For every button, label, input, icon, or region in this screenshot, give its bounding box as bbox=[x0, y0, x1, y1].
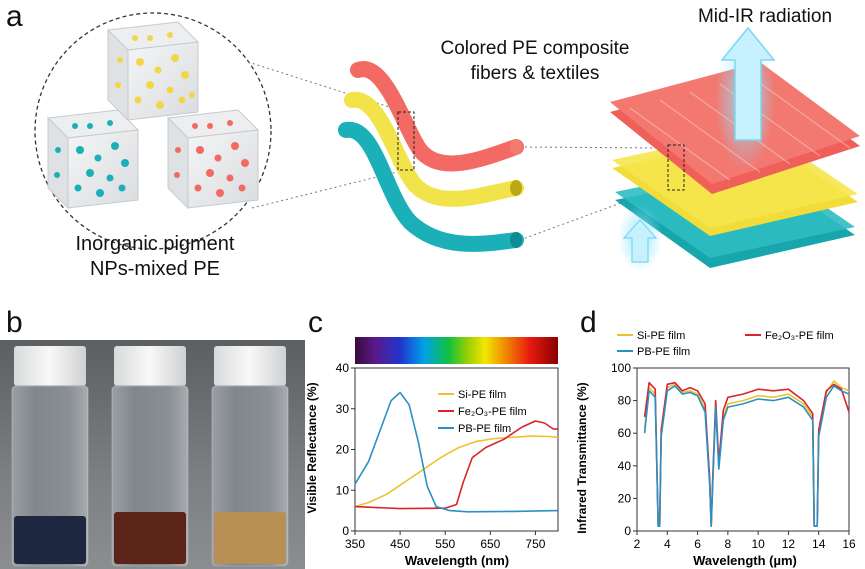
d-series-line bbox=[643, 385, 850, 527]
panel-a-letter: a bbox=[6, 0, 23, 33]
vial-dark-blue-powder bbox=[14, 516, 86, 564]
pigment-caption: Inorganic pigment NPs-mixed PE bbox=[50, 232, 260, 282]
transmittance-chart: 0 20 40 60 80 100 2 4 6 8 10 12 14 16 Si-PE film Fe₂O₃-… bbox=[575, 330, 856, 568]
d-xtick-label: 16 bbox=[842, 537, 856, 551]
panel-a-illustration bbox=[34, 12, 860, 272]
fiber-zoom-box bbox=[397, 111, 415, 171]
cube-yellow bbox=[106, 21, 200, 122]
d-ytick-label: 80 bbox=[618, 394, 632, 408]
pigment-caption-line2: NPs-mixed PE bbox=[89, 258, 221, 280]
visible-spectrum-bar bbox=[355, 337, 558, 364]
c-xlabel: Wavelength (nm) bbox=[405, 553, 509, 568]
panel-c-letter: c bbox=[308, 306, 323, 339]
d-legend-label: Fe₂O₃-PE film bbox=[765, 330, 834, 342]
ir-arrow-up bbox=[720, 26, 776, 141]
zoom-circle bbox=[34, 12, 272, 250]
cube-teal bbox=[46, 109, 140, 210]
c-ytick-label: 20 bbox=[336, 443, 350, 457]
d-ytick-label: 100 bbox=[611, 361, 631, 375]
d-ytick-label: 60 bbox=[618, 426, 632, 440]
c-xtick-label: 750 bbox=[525, 537, 545, 551]
d-ylabel: Infrared Transmittance (%) bbox=[575, 382, 589, 533]
d-xtick-label: 14 bbox=[812, 537, 826, 551]
c-ytick-label: 0 bbox=[342, 524, 349, 538]
c-xtick-label: 350 bbox=[345, 537, 365, 551]
cube-red bbox=[166, 109, 260, 210]
d-xtick-label: 10 bbox=[751, 537, 765, 551]
fibers-caption: Colored PE composite fibers & textiles bbox=[405, 36, 665, 86]
fibers-caption-line1: Colored PE composite bbox=[440, 38, 630, 59]
d-legend-label: PB-PE film bbox=[637, 346, 690, 358]
d-xlabel: Wavelength (µm) bbox=[693, 553, 797, 568]
d-xtick-label: 8 bbox=[725, 537, 732, 551]
d-xtick-label: 12 bbox=[782, 537, 796, 551]
c-series-line bbox=[354, 391, 559, 513]
pigment-caption-line1: Inorganic pigment bbox=[75, 233, 235, 255]
textile-zoom-box bbox=[667, 144, 685, 191]
vial-dark-red bbox=[111, 346, 189, 567]
vial-ochre-powder bbox=[214, 512, 286, 564]
leader-line-fiber-top bbox=[519, 146, 671, 149]
c-ytick-label: 30 bbox=[336, 402, 350, 416]
c-ytick-label: 10 bbox=[336, 483, 350, 497]
panel-b-letter: b bbox=[6, 306, 23, 339]
c-series-line bbox=[354, 435, 559, 508]
reflectance-chart: 0 10 20 30 40 350 450 550 650 750 Si-PE film Fe₂O₃-… bbox=[305, 337, 559, 568]
midir-caption: Mid-IR radiation bbox=[697, 6, 833, 27]
fibers-caption-line2: fibers & textiles bbox=[470, 63, 600, 84]
c-series-line bbox=[354, 420, 558, 510]
panel-d-letter: d bbox=[580, 306, 597, 339]
c-ytick-label: 40 bbox=[336, 361, 350, 375]
d-xtick-label: 6 bbox=[694, 537, 701, 551]
d-ytick-label: 20 bbox=[618, 491, 632, 505]
vial-dark-red-powder bbox=[114, 512, 186, 564]
c-xtick-label: 650 bbox=[480, 537, 500, 551]
c-legend-label: Fe₂O₃-PE film bbox=[458, 406, 527, 418]
vial-dark-blue bbox=[11, 346, 89, 567]
d-xtick-label: 4 bbox=[664, 537, 671, 551]
c-xtick-label: 450 bbox=[390, 537, 410, 551]
ir-arrow-bottom bbox=[622, 219, 658, 263]
c-ylabel: Visible Reflectance (%) bbox=[305, 382, 319, 513]
c-legend-label: Si-PE film bbox=[458, 389, 506, 401]
d-xtick-label: 2 bbox=[634, 537, 641, 551]
fiber-teal bbox=[338, 121, 524, 252]
fiber-yellow bbox=[344, 91, 524, 207]
d-legend-label: Si-PE film bbox=[637, 330, 685, 342]
vial-ochre bbox=[211, 346, 289, 567]
c-legend-label: PB-PE film bbox=[458, 423, 511, 435]
leader-line-fiber-bottom bbox=[519, 184, 671, 241]
d-plot-frame bbox=[636, 367, 850, 532]
c-xtick-label: 550 bbox=[435, 537, 455, 551]
fibers bbox=[338, 61, 524, 252]
d-ytick-label: 40 bbox=[618, 459, 632, 473]
fiber-red bbox=[350, 61, 524, 172]
d-ytick-label: 0 bbox=[624, 524, 631, 538]
panel-b-photo bbox=[0, 340, 305, 569]
